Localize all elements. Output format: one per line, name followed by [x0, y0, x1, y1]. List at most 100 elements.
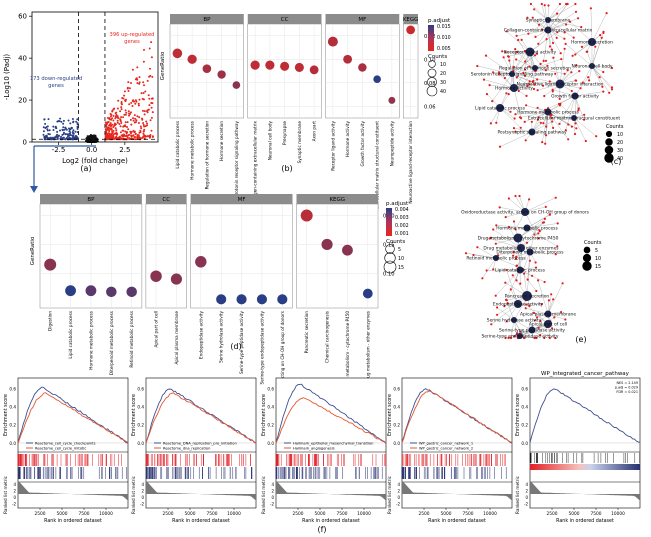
- gene-node: [565, 23, 568, 26]
- point-up: [126, 131, 129, 134]
- point-up: [141, 118, 144, 121]
- annotation-up: genes: [124, 39, 140, 45]
- point-down: [75, 120, 78, 123]
- category-label: Chemical carcinogenesis: [325, 311, 330, 363]
- gene-node: [570, 71, 573, 74]
- gene-node: [574, 122, 577, 125]
- point-up: [148, 104, 151, 107]
- gene-node: [535, 289, 538, 293]
- point-down: [71, 138, 73, 140]
- gene-node: [558, 2, 562, 6]
- dot: [265, 60, 275, 70]
- point-down: [43, 135, 46, 138]
- legend-size-tick: 30: [440, 80, 446, 86]
- point-up: [150, 41, 153, 44]
- gene-node: [577, 17, 580, 20]
- x-tick-label: 2500: [419, 511, 430, 517]
- metric-axis-label: Ranked list metric: [387, 475, 392, 514]
- gene-node: [574, 2, 577, 6]
- gene-node: [528, 198, 531, 201]
- point-up: [121, 138, 124, 141]
- gene-node: [537, 232, 540, 235]
- es-tick-label: 0.4: [521, 405, 528, 410]
- gsea-stat: FDR = 0.021: [616, 390, 638, 394]
- point-ns: [89, 136, 91, 139]
- gene-node: [586, 50, 589, 53]
- x-axis-label: Log2 (fold change): [62, 157, 128, 165]
- point-up: [138, 98, 141, 101]
- gene-node: [558, 122, 561, 125]
- legend-entry: Reactome_cell_cycle_checkpoints: [35, 442, 96, 446]
- dot: [65, 285, 76, 297]
- legend-colorbar-tick: 0.002: [395, 223, 409, 229]
- gene-node: [505, 92, 508, 95]
- point-up: [137, 104, 140, 107]
- panel-letter-c: (c): [611, 157, 622, 166]
- gene-node: [555, 36, 558, 40]
- dot: [126, 286, 137, 298]
- metric-tick-label: 0: [13, 495, 16, 500]
- legend-size-circle: [427, 68, 437, 78]
- point-up: [104, 128, 107, 131]
- gene-node: [537, 23, 541, 26]
- gene-node: [584, 139, 587, 143]
- gene-node: [551, 41, 555, 45]
- es-tick-label: 0.0: [521, 441, 528, 446]
- point-up: [130, 123, 133, 126]
- point-ns: [95, 137, 98, 140]
- legend-size-tick: 10: [595, 256, 601, 262]
- point-up: [105, 122, 108, 125]
- point-up: [129, 118, 132, 121]
- legend-size-tick: 5: [595, 248, 598, 254]
- metric-tick-label: 4: [141, 482, 144, 487]
- point-up: [133, 136, 136, 139]
- category-label: Drug metabolism - cytochrome P450: [345, 311, 350, 388]
- gene-node: [539, 121, 542, 124]
- dot: [294, 62, 304, 73]
- metric-tick-label: -2: [524, 501, 528, 506]
- legend-entry: WP_gastric_cancer_network_1: [419, 442, 473, 446]
- gene-node: [564, 42, 567, 46]
- y-tick-label: 60: [18, 13, 27, 21]
- gene-node: [587, 76, 590, 79]
- point-down: [66, 135, 69, 138]
- gene-node: [563, 72, 566, 75]
- point-up: [113, 122, 116, 125]
- facet-kegg: KEGG Neuroactive ligand-receptor interact…: [403, 14, 419, 204]
- es-axis-label: Enrichment score: [131, 394, 137, 436]
- gene-node: [464, 252, 468, 255]
- dot: [217, 70, 226, 79]
- dot: [358, 63, 367, 72]
- point-down: [63, 128, 66, 131]
- point-up: [123, 124, 126, 127]
- point-up: [120, 103, 123, 106]
- facet-strip-label: KEGG: [403, 17, 419, 23]
- legend-size-tick: 15: [398, 265, 404, 271]
- point-up: [142, 130, 145, 133]
- gene-node: [602, 90, 605, 93]
- point-down: [53, 136, 56, 139]
- point-up: [112, 119, 115, 122]
- gene-node: [565, 2, 568, 6]
- metric-tick-label: -2: [396, 501, 400, 506]
- point-up: [116, 119, 119, 122]
- gene-node: [544, 142, 547, 145]
- term-label: Retinoid metabolic process: [466, 256, 526, 262]
- x-tick-label: 7500: [337, 511, 348, 517]
- dot: [277, 294, 288, 305]
- point-up: [108, 136, 111, 138]
- point-up: [124, 113, 127, 116]
- legend-colorbar-tick: 0.005: [437, 46, 451, 52]
- point-up: [113, 132, 116, 135]
- legend-size-tick: 10: [440, 62, 446, 68]
- x-axis-label: Rank in ordered dataset: [302, 518, 360, 524]
- point-down: [48, 133, 51, 136]
- legend-title: p.adjust: [386, 201, 409, 207]
- gene-node: [502, 56, 505, 59]
- es-axis-label: Enrichment score: [3, 394, 9, 436]
- point-up: [130, 135, 133, 138]
- point-up: [128, 138, 131, 141]
- category-label: Apical plasma membrane: [174, 311, 179, 365]
- gene-node: [490, 323, 493, 326]
